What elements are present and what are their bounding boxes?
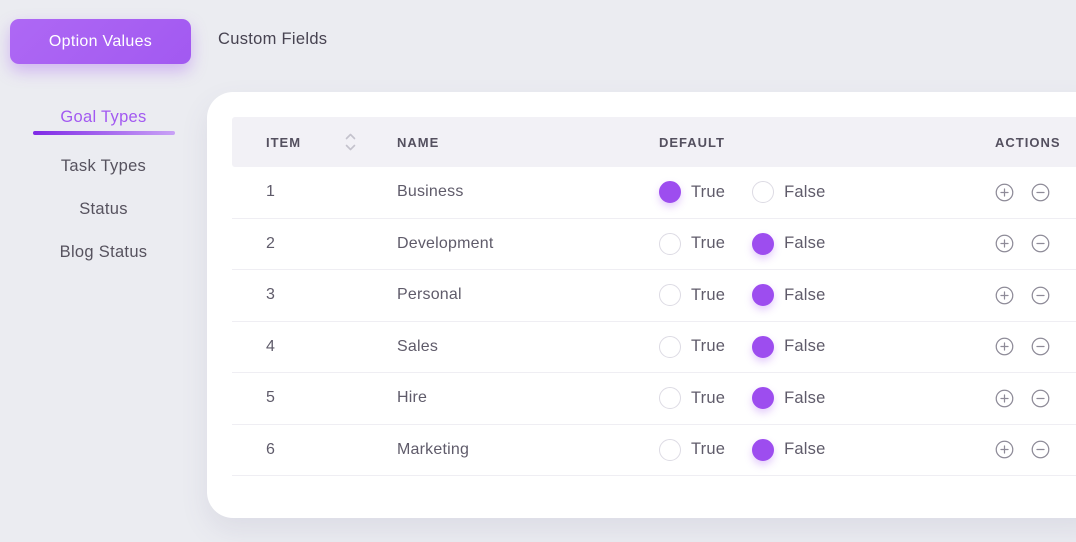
add-option-button[interactable]	[995, 389, 1014, 408]
row-item-number: 6	[266, 440, 276, 458]
default-false-radio[interactable]: False	[752, 181, 826, 204]
circle-plus-icon	[995, 286, 1014, 305]
radio-false-label: False	[784, 337, 826, 356]
default-false-radio[interactable]: False	[752, 438, 826, 461]
sidebar: Goal Types Task Types Status Blog Status	[0, 96, 207, 274]
radio-true-label: True	[691, 440, 726, 459]
default-true-radio[interactable]: True	[659, 335, 726, 358]
add-option-button[interactable]	[995, 234, 1014, 253]
default-true-radio[interactable]: True	[659, 284, 726, 307]
radio-false-label: False	[784, 285, 826, 304]
radio-true-indicator	[659, 335, 681, 358]
circle-plus-icon	[995, 183, 1014, 202]
circle-minus-icon	[1031, 286, 1050, 305]
table-row: 5 Hire True False	[232, 373, 1076, 425]
circle-plus-icon	[995, 234, 1014, 253]
default-true-radio[interactable]: True	[659, 232, 726, 255]
add-option-button[interactable]	[995, 337, 1014, 356]
circle-plus-icon	[995, 337, 1014, 356]
radio-true-label: True	[691, 337, 726, 356]
radio-true-label: True	[691, 285, 726, 304]
radio-false-indicator	[752, 181, 775, 204]
table-row: 2 Development True False	[232, 218, 1076, 270]
remove-option-button[interactable]	[1031, 337, 1050, 356]
table-header-row: ITEM NAME DEFAULT ACTIONS	[232, 117, 1076, 167]
row-name: Development	[397, 234, 494, 252]
radio-false-label: False	[784, 182, 826, 201]
remove-option-button[interactable]	[1031, 286, 1050, 305]
radio-true-indicator	[659, 438, 681, 461]
table-row: 1 Business True False	[232, 167, 1076, 219]
remove-option-button[interactable]	[1031, 234, 1050, 253]
column-header-default: DEFAULT	[659, 134, 725, 150]
sidebar-item-task-types[interactable]: Task Types	[0, 145, 207, 188]
table-row: 4 Sales True False	[232, 321, 1076, 373]
radio-false-indicator	[752, 232, 775, 255]
circle-plus-icon	[995, 389, 1014, 408]
option-values-table: ITEM NAME DEFAULT ACTIONS 1 Business Tru…	[232, 117, 1076, 476]
add-option-button[interactable]	[995, 183, 1014, 202]
table-body: 1 Business True False	[232, 167, 1076, 476]
radio-false-indicator	[752, 438, 775, 461]
radio-true-indicator	[659, 387, 681, 410]
default-true-radio[interactable]: True	[659, 438, 726, 461]
circle-minus-icon	[1031, 234, 1050, 253]
radio-true-indicator	[659, 232, 681, 255]
active-tab-underline	[32, 131, 175, 135]
remove-option-button[interactable]	[1031, 389, 1050, 408]
sidebar-item-goal-types[interactable]: Goal Types	[0, 96, 207, 131]
table-row: 6 Marketing True False	[232, 424, 1076, 476]
sidebar-item-status[interactable]: Status	[0, 188, 207, 231]
radio-false-indicator	[752, 284, 775, 307]
tab-custom-fields[interactable]: Custom Fields	[218, 30, 328, 48]
row-name: Hire	[397, 389, 428, 407]
remove-option-button[interactable]	[1031, 183, 1050, 202]
radio-true-label: True	[691, 182, 726, 201]
radio-false-indicator	[752, 335, 775, 358]
sort-chevrons-icon[interactable]	[344, 131, 357, 153]
default-true-radio[interactable]: True	[659, 387, 726, 410]
row-name: Marketing	[397, 440, 470, 458]
remove-option-button[interactable]	[1031, 440, 1050, 459]
column-header-name: NAME	[397, 134, 440, 150]
row-name: Personal	[397, 286, 462, 304]
circle-minus-icon	[1031, 440, 1050, 459]
default-true-radio[interactable]: True	[659, 181, 726, 204]
radio-true-label: True	[691, 388, 726, 407]
radio-false-label: False	[784, 440, 826, 459]
top-tab-bar: Option Values Custom Fields	[0, 0, 1076, 92]
radio-true-label: True	[691, 234, 726, 253]
radio-false-label: False	[784, 388, 826, 407]
row-item-number: 5	[266, 389, 276, 407]
content-card: ITEM NAME DEFAULT ACTIONS 1 Business Tru…	[207, 92, 1076, 518]
column-header-item: ITEM	[232, 133, 397, 151]
row-item-number: 4	[266, 337, 276, 355]
radio-false-label: False	[784, 234, 826, 253]
circle-minus-icon	[1031, 389, 1050, 408]
default-false-radio[interactable]: False	[752, 284, 826, 307]
default-false-radio[interactable]: False	[752, 232, 826, 255]
item-header-label: ITEM	[266, 134, 302, 150]
add-option-button[interactable]	[995, 440, 1014, 459]
radio-true-indicator	[659, 284, 681, 307]
row-item-number: 1	[266, 183, 276, 201]
circle-minus-icon	[1031, 337, 1050, 356]
tab-option-values[interactable]: Option Values	[10, 19, 191, 64]
row-item-number: 3	[266, 286, 276, 304]
column-header-actions: ACTIONS	[995, 134, 1061, 150]
row-item-number: 2	[266, 234, 276, 252]
circle-plus-icon	[995, 440, 1014, 459]
table-row: 3 Personal True False	[232, 270, 1076, 322]
row-name: Business	[397, 183, 464, 201]
circle-minus-icon	[1031, 183, 1050, 202]
radio-true-indicator	[659, 181, 681, 204]
add-option-button[interactable]	[995, 286, 1014, 305]
default-false-radio[interactable]: False	[752, 335, 826, 358]
radio-false-indicator	[752, 387, 775, 410]
row-name: Sales	[397, 337, 439, 355]
sidebar-item-blog-status[interactable]: Blog Status	[0, 231, 207, 274]
default-false-radio[interactable]: False	[752, 387, 826, 410]
